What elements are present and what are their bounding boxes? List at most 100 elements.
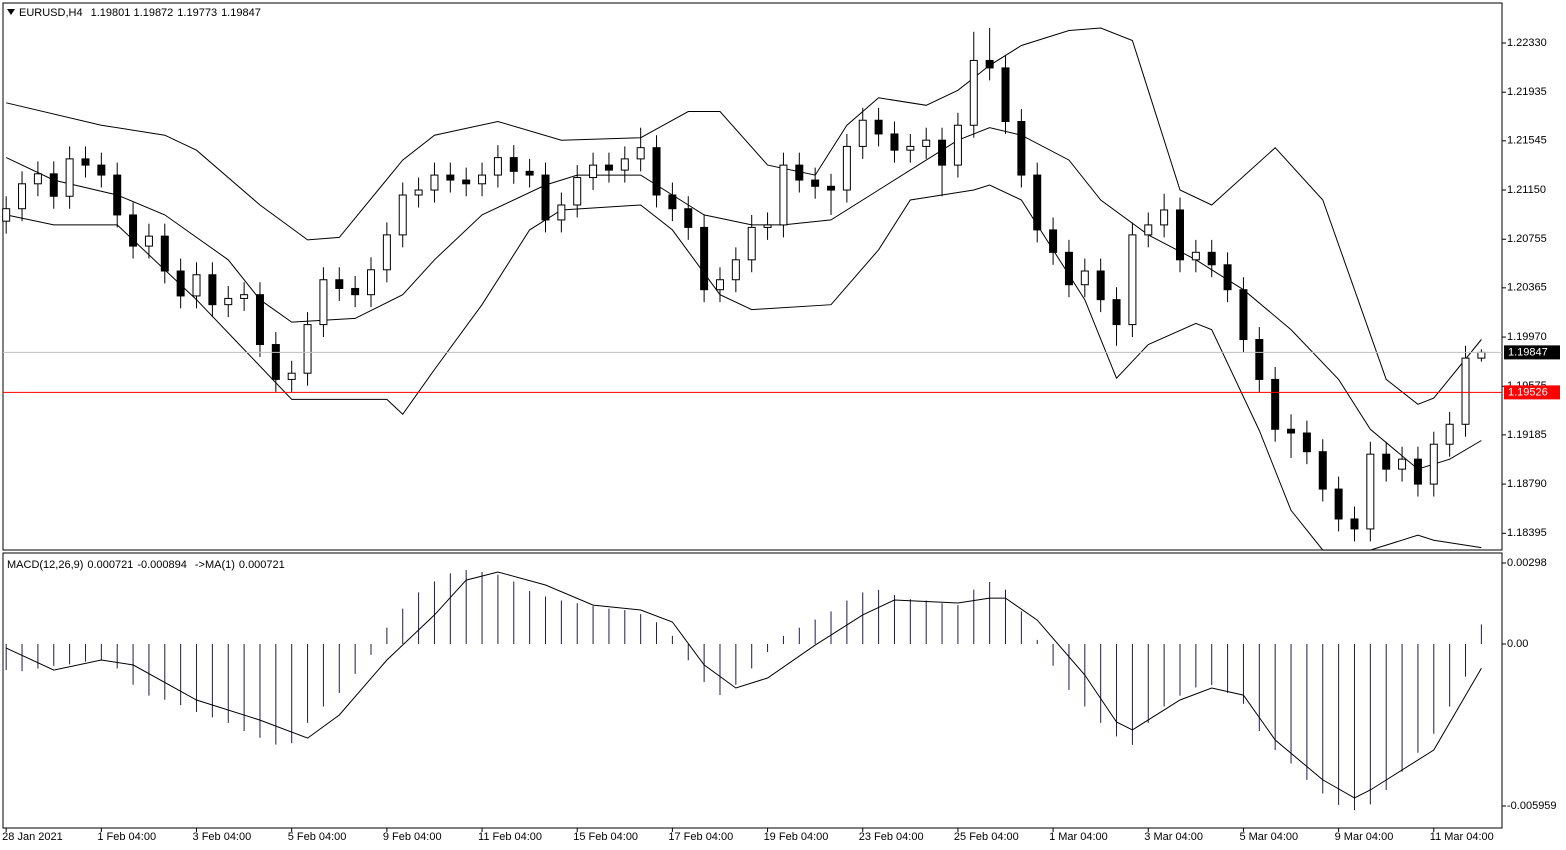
candle-body: [319, 279, 328, 326]
candle-body: [1477, 351, 1486, 359]
candle-body: [446, 174, 455, 181]
y-tick-label: 1.22330: [1507, 37, 1547, 49]
y-tick-label: 0.00298: [1507, 557, 1547, 569]
signal-label: ->MA(1): [195, 559, 235, 571]
level-box: [1504, 385, 1560, 400]
candle-body: [398, 194, 407, 236]
candle-body: [1366, 453, 1375, 530]
candle-body: [604, 164, 613, 171]
candle-body: [1271, 378, 1280, 430]
candle-body: [541, 174, 550, 221]
candle-body: [462, 179, 471, 185]
candle-body: [938, 139, 947, 166]
x-tick-label: 9 Mar 04:00: [1335, 831, 1394, 843]
current-price-box: [1504, 345, 1560, 360]
candle-body: [1413, 458, 1422, 485]
y-tick-label: 1.18395: [1507, 527, 1547, 539]
candle-body: [1207, 251, 1216, 266]
signal-value: -0.000894: [137, 559, 187, 571]
candle-body: [985, 59, 994, 69]
candle-body: [81, 158, 90, 166]
y-tick-label: 1.19185: [1507, 429, 1547, 441]
candle-body: [382, 234, 391, 271]
chart-header: EURUSD,H4 1.19801 1.19872 1.19773 1.19847: [19, 7, 261, 19]
candle-body: [1049, 229, 1058, 253]
candle-body: [652, 147, 661, 196]
candle-body: [890, 133, 899, 151]
candle-body: [1287, 428, 1296, 434]
x-tick-label: 5 Feb 04:00: [288, 831, 347, 843]
candle-body: [240, 294, 249, 299]
candle-body: [1382, 453, 1391, 470]
menu-triangle: [7, 9, 15, 15]
candle-body: [33, 173, 42, 185]
candle-body: [827, 185, 836, 191]
candle-body: [478, 174, 487, 185]
candle-body: [271, 344, 280, 380]
candle-body: [1445, 423, 1454, 445]
candle-body: [1429, 443, 1438, 485]
x-tick-label: 1 Feb 04:00: [97, 831, 156, 843]
candle-body: [1128, 234, 1137, 326]
candle-body: [18, 183, 27, 210]
candle-body: [636, 147, 645, 160]
candle-body: [1334, 488, 1343, 520]
candle-body: [1144, 224, 1153, 236]
candle-body: [525, 170, 534, 176]
x-tick-label: 28 Jan 2021: [2, 831, 63, 843]
candle-body: [747, 226, 756, 261]
candle-body: [1080, 270, 1089, 286]
current-price-label: 1.19847: [1508, 346, 1548, 358]
candle-body: [589, 164, 598, 179]
candle-body: [287, 372, 296, 380]
candle-body: [953, 124, 962, 166]
y-tick-label: -0.005959: [1507, 800, 1557, 812]
candle-body: [1191, 251, 1200, 261]
candle-body: [1064, 251, 1073, 286]
candle-body: [192, 274, 201, 297]
candle-body: [97, 164, 106, 176]
candle-body: [208, 274, 217, 306]
candle-body: [1160, 209, 1169, 226]
candle-body: [715, 279, 724, 291]
candle-body: [684, 208, 693, 228]
candle-body: [1461, 357, 1470, 425]
candle-body: [1175, 209, 1184, 261]
candle-body: [969, 59, 978, 126]
candle-body: [1001, 67, 1010, 122]
candle-body: [1255, 339, 1264, 380]
level-label: 1.19526: [1508, 386, 1548, 398]
candle-body: [1318, 451, 1327, 490]
candle-body: [176, 270, 185, 297]
candle-body: [49, 173, 58, 197]
macd-value: 0.000721: [87, 559, 133, 571]
candle-body: [811, 179, 820, 187]
candle-body: [1239, 289, 1248, 341]
price-panel: [2, 2, 1503, 551]
candle-body: [731, 259, 740, 281]
macd-header: MACD(12,26,9) 0.000721 -0.000894 ->MA(1) 0.0…: [7, 559, 285, 571]
y-tick-label: 1.20755: [1507, 233, 1547, 245]
candle-body: [620, 158, 629, 171]
candle-body: [144, 235, 153, 247]
x-tick-label: 15 Feb 04:00: [573, 831, 638, 843]
y-tick-label: 1.20365: [1507, 282, 1547, 294]
y-tick-label: 1.18790: [1507, 478, 1547, 490]
candle-body: [906, 145, 915, 151]
x-tick-label: 3 Mar 04:00: [1144, 831, 1203, 843]
ma-value: 0.000721: [239, 559, 285, 571]
candle-body: [763, 224, 772, 228]
low-value: 1.19773: [177, 7, 217, 19]
candle-body: [430, 174, 439, 191]
symbol: EURUSD,H4: [19, 7, 83, 19]
x-tick-label: 19 Feb 04:00: [764, 831, 829, 843]
candle-body: [1302, 432, 1311, 453]
candle-body: [858, 119, 867, 147]
candle-body: [1350, 518, 1359, 530]
plot-layer: [2, 27, 1502, 811]
candle-body: [842, 145, 851, 191]
candle-body: [557, 204, 566, 221]
y-tick-label: 1.21935: [1507, 86, 1547, 98]
candle-body: [1017, 120, 1026, 176]
